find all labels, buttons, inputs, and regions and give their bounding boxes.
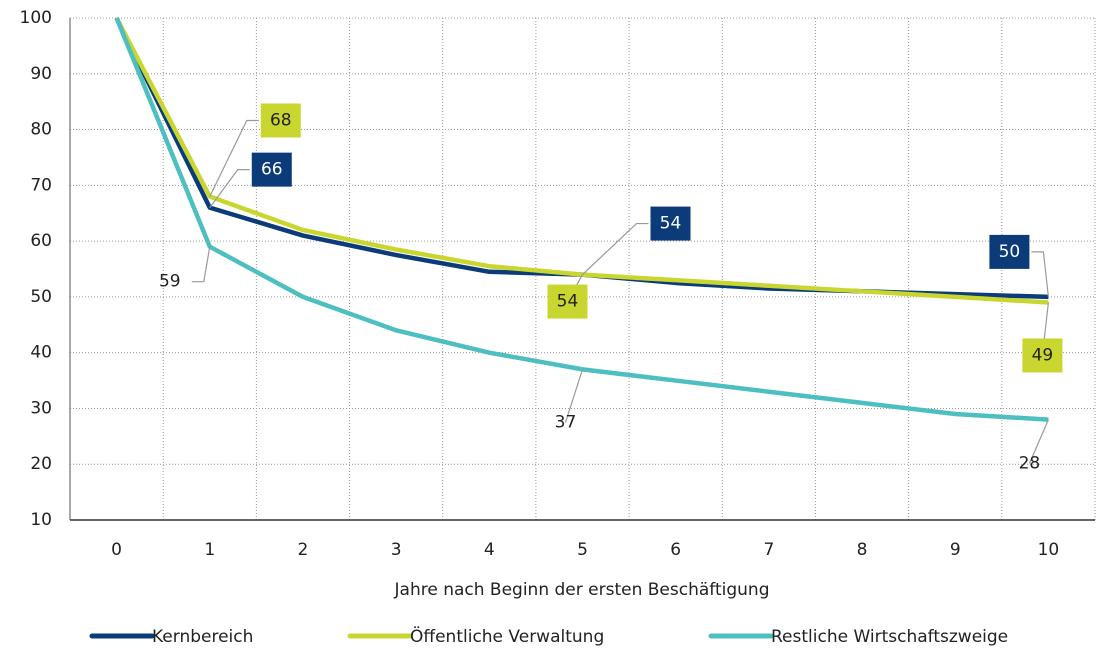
label-leader [1028,419,1049,464]
x-tick-label: 9 [950,540,961,560]
label-leader [1031,251,1050,297]
x-tick-label: 5 [577,540,588,560]
label-box [650,206,691,241]
x-tick-label: 6 [670,540,681,560]
label-leader [191,246,211,283]
label-box [251,152,292,187]
label-leader [209,169,250,209]
y-tick-label: 80 [30,120,52,140]
legend-label: Kernbereich [152,627,253,647]
data-label: 59 [159,272,181,292]
y-tick-label: 50 [30,287,52,307]
x-tick-label: 2 [298,540,309,560]
data-label: 54 [557,292,579,312]
x-tick-label: 10 [1038,540,1060,560]
label-box [989,234,1030,269]
y-tick-label: 10 [30,510,52,530]
x-tick-label: 7 [763,540,774,560]
data-label: 28 [1019,454,1041,474]
data-label: 37 [555,412,577,432]
data-label: 49 [1032,345,1054,365]
x-tick-label: 4 [484,540,495,560]
legend-label: Restliche Wirtschaftszweige [771,627,1008,647]
y-tick-label: 60 [30,231,52,251]
x-axis-title: Jahre nach Beginn der ersten Beschäftigu… [394,580,770,600]
y-tick-label: 70 [30,175,52,195]
y-tick-label: 20 [30,454,52,474]
label-box [1022,338,1063,373]
x-tick-label: 3 [391,540,402,560]
label-leader [564,369,584,423]
data-label: 68 [270,110,292,130]
y-tick-label: 40 [30,343,52,363]
data-label: 50 [999,242,1021,262]
label-box [260,103,301,138]
label-box [547,284,588,319]
label-leader [582,222,649,276]
y-tick-label: 30 [30,398,52,418]
x-tick-label: 1 [204,540,215,560]
legend-label: Öffentliche Verwaltung [410,625,604,647]
data-label: 54 [660,214,682,234]
y-tick-label: 90 [30,64,52,84]
x-tick-label: 0 [111,540,122,560]
label-leader [209,119,259,197]
y-tick-label: 100 [20,8,52,28]
data-label: 66 [261,160,283,180]
x-tick-label: 8 [857,540,868,560]
